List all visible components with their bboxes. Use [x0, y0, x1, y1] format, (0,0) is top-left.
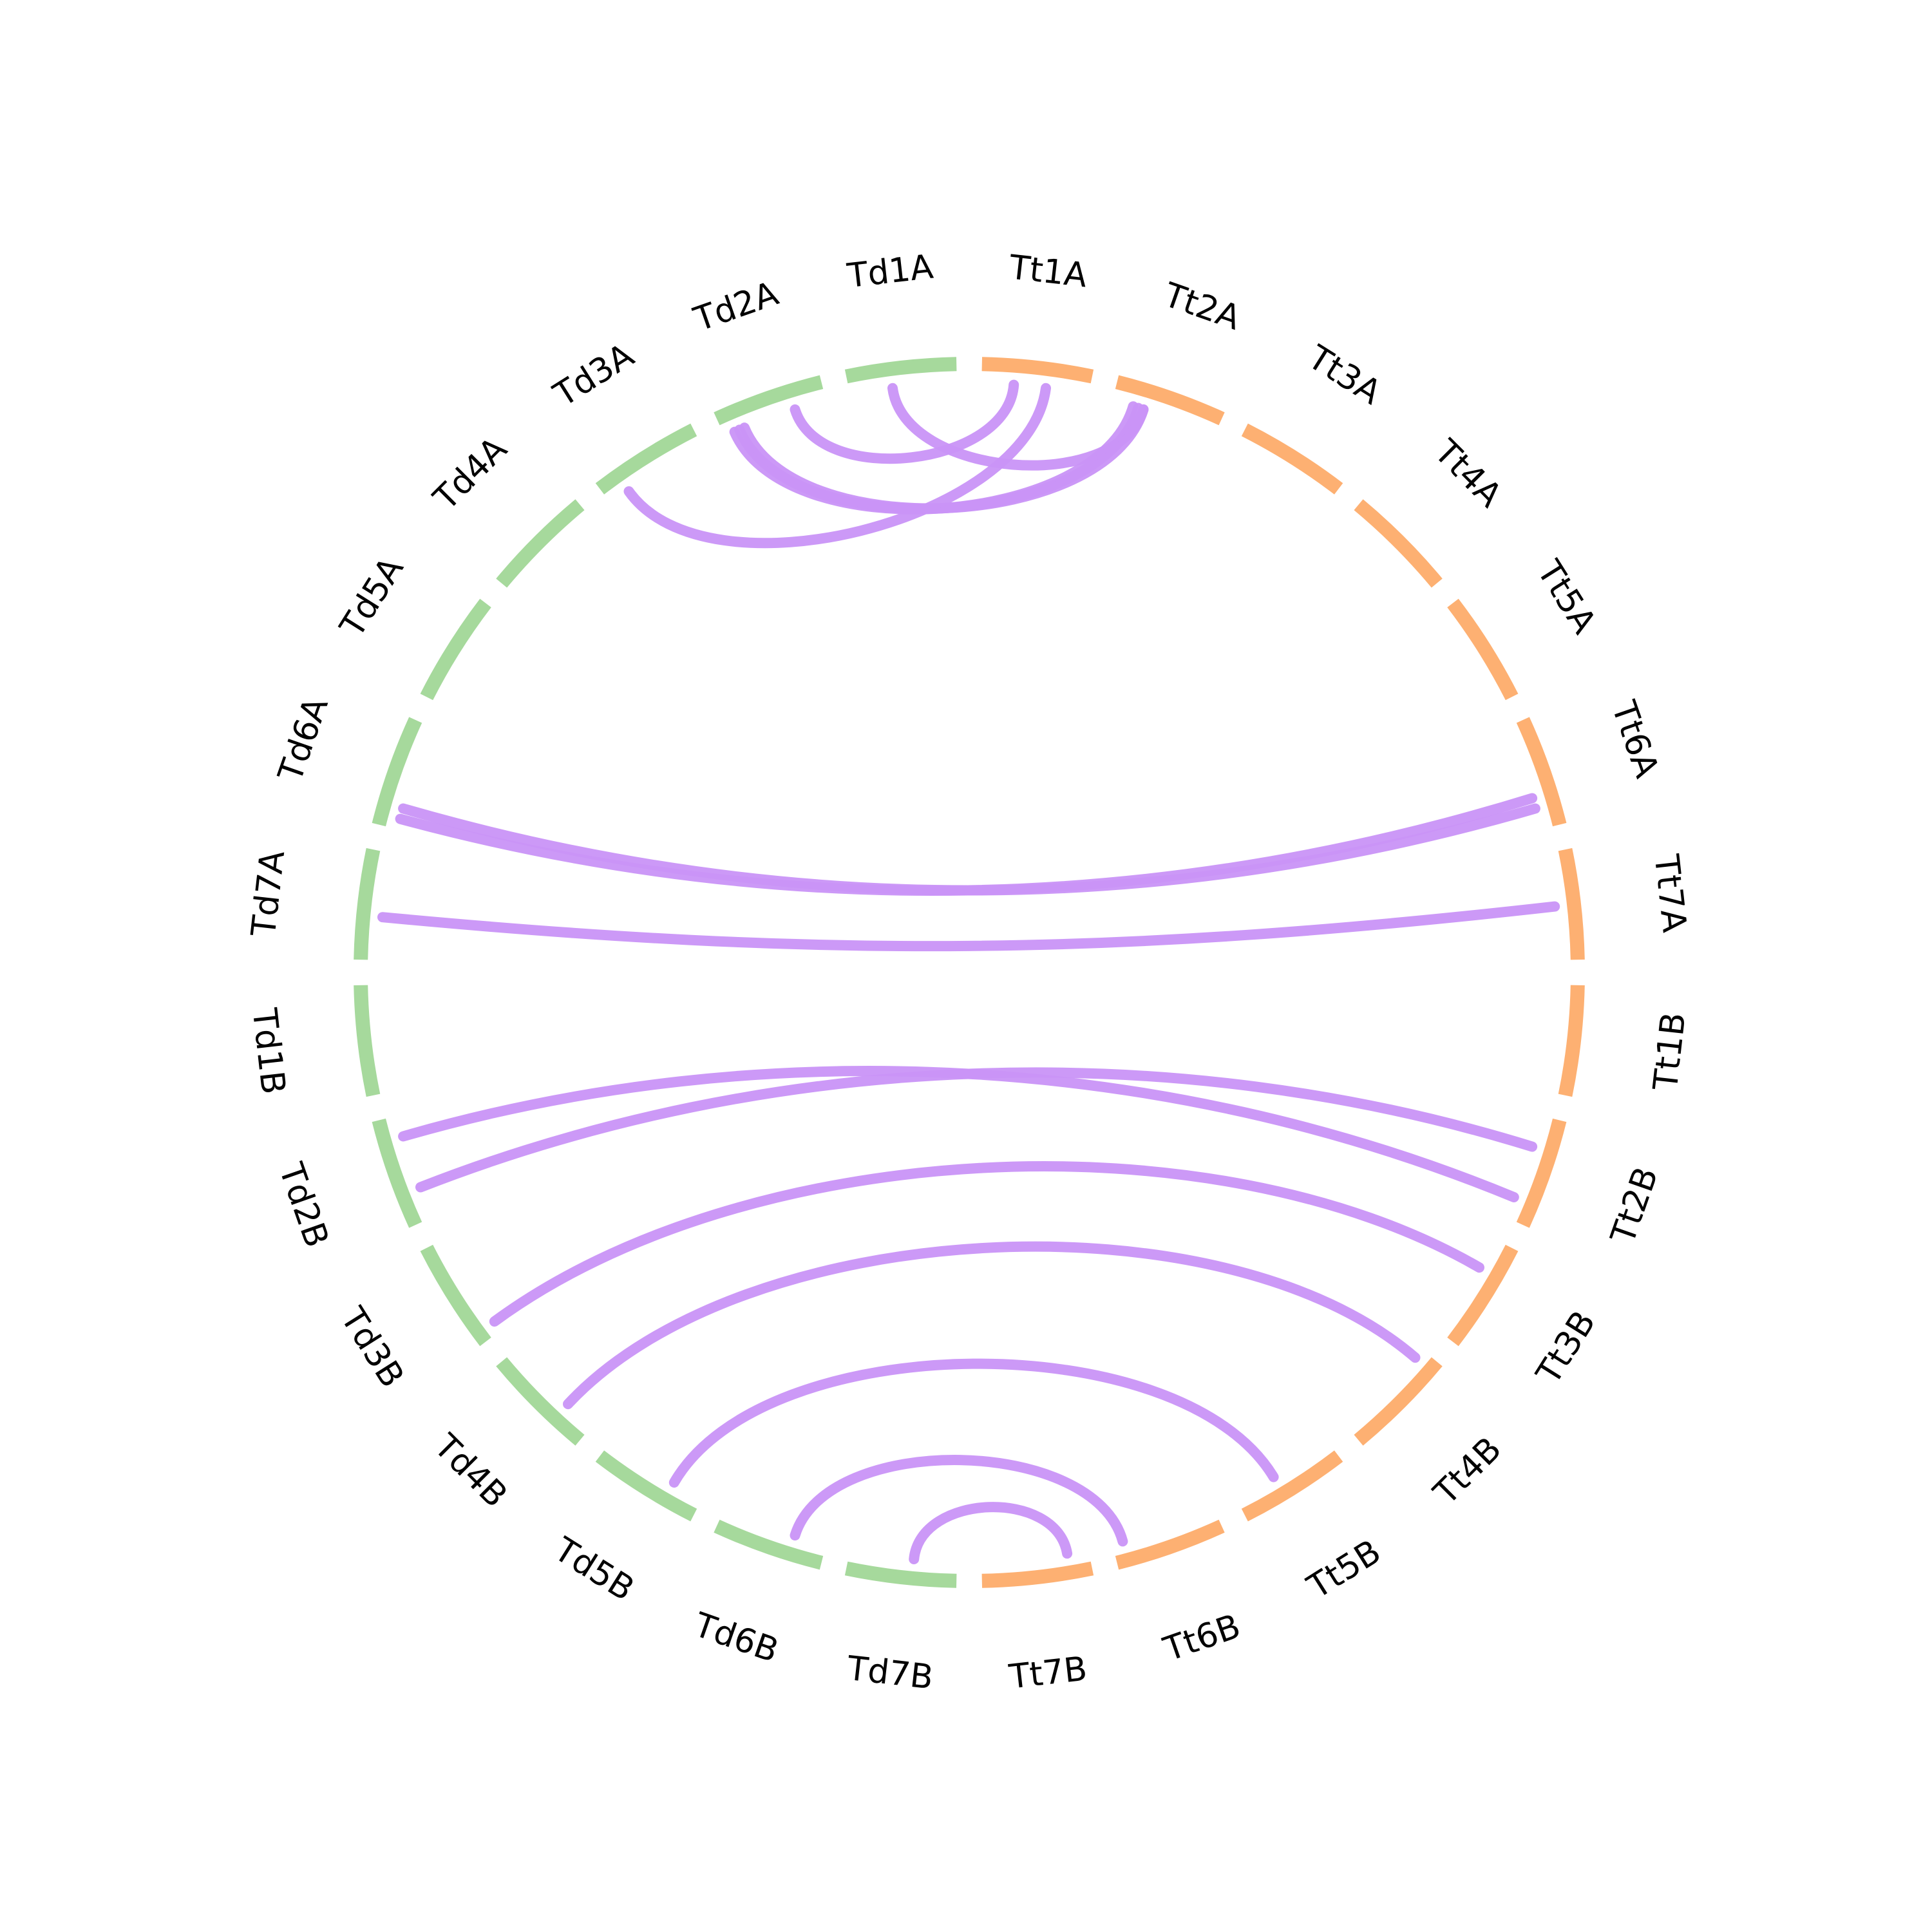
- segment-tt5a: [1447, 598, 1519, 701]
- link-td2a-tt2a: [739, 404, 1149, 514]
- segment-td1b: [354, 985, 381, 1097]
- link-td6a-tt6a: [398, 803, 1540, 896]
- link-td6a-tt6a: [395, 793, 1538, 896]
- segment-label-td5b: Td5B: [547, 1530, 641, 1609]
- segment-td7a: [354, 848, 381, 960]
- segment-label-tt6a: Tt6A: [1604, 696, 1666, 782]
- segment-label-td1a: Td1A: [845, 248, 936, 296]
- segment-label-td2a: Td2A: [688, 274, 783, 339]
- segment-label-td5a: Td5A: [332, 551, 412, 645]
- segment-label-td6a: Td6A: [271, 692, 336, 787]
- segment-tt7b: [981, 1561, 1094, 1588]
- segment-td3a: [595, 423, 697, 495]
- segment-label-td7a: Td7A: [245, 848, 293, 939]
- segment-td4b: [496, 1357, 585, 1446]
- segment-label-tt5a: Tt5A: [1529, 553, 1604, 640]
- link-td5b-tt5b: [668, 1358, 1279, 1488]
- segment-label-td4b: Td4B: [426, 1426, 515, 1515]
- segment-label-tt6b: Tt6B: [1159, 1607, 1245, 1669]
- segment-tt1b: [1558, 985, 1585, 1097]
- segment-label-tt1a: Tt1A: [1007, 248, 1089, 295]
- segment-label-td3b: Td3B: [332, 1300, 411, 1394]
- segment-label-tt5b: Tt5B: [1301, 1533, 1388, 1607]
- segment-label-td6b: Td6B: [688, 1605, 783, 1671]
- segment-label-tt3a: Tt3A: [1301, 338, 1388, 413]
- segment-tt2a: [1115, 375, 1225, 426]
- segment-tt7a: [1558, 848, 1585, 960]
- segment-label-tt7b: Tt7B: [1007, 1650, 1089, 1697]
- segment-tt5b: [1241, 1450, 1343, 1522]
- segment-td7b: [844, 1561, 957, 1588]
- links-layer: [377, 379, 1560, 1564]
- link-td4b-tt4b: [563, 1241, 1421, 1410]
- link-td3a-tt1a: [623, 383, 1051, 549]
- segment-td6a: [372, 717, 422, 827]
- segment-tt4b: [1354, 1357, 1443, 1446]
- segment-td5b: [595, 1450, 697, 1522]
- segment-td5a: [420, 598, 491, 701]
- segment-td4a: [496, 499, 585, 588]
- segment-tt1a: [981, 357, 1094, 384]
- link-td3b-tt3b: [489, 1161, 1484, 1327]
- segment-tt4a: [1354, 499, 1443, 588]
- segment-tt6b: [1115, 1519, 1225, 1570]
- segment-td6b: [714, 1519, 824, 1570]
- segment-label-td7b: Td7B: [845, 1649, 935, 1698]
- link-td6b-tt6b: [790, 1455, 1128, 1547]
- link-td2b-tt2b: [398, 1066, 1519, 1202]
- segment-label-tt7a: Tt7A: [1646, 852, 1693, 934]
- segment-tt3b: [1447, 1244, 1519, 1347]
- segments-layer: [354, 357, 1585, 1588]
- link-td2a-tt1a: [790, 379, 1019, 464]
- segment-label-td2b: Td2B: [271, 1158, 336, 1253]
- segment-label-tt4b: Tt4B: [1426, 1430, 1510, 1513]
- segment-label-tt4a: Tt4A: [1426, 432, 1510, 515]
- segment-td2b: [372, 1118, 422, 1228]
- segment-label-tt1b: Tt1B: [1646, 1010, 1693, 1093]
- segment-label-tt3b: Tt3B: [1529, 1304, 1604, 1391]
- segment-label-td1b: Td1B: [244, 1006, 292, 1096]
- segment-td3b: [420, 1244, 491, 1347]
- segment-label-td3a: Td3A: [547, 336, 641, 415]
- segment-td1a: [844, 357, 957, 384]
- segment-tt2b: [1516, 1118, 1567, 1228]
- segment-tt3a: [1241, 423, 1343, 495]
- segment-label-tt2a: Tt2A: [1159, 276, 1245, 338]
- segment-label-tt2b: Tt2B: [1604, 1162, 1666, 1249]
- link-td7a-tt7a: [377, 901, 1560, 952]
- segment-tt6a: [1516, 717, 1567, 827]
- segment-label-td4a: Td4A: [426, 430, 515, 518]
- segment-td2a: [714, 375, 824, 426]
- link-td7b-tt7b: [909, 1502, 1073, 1564]
